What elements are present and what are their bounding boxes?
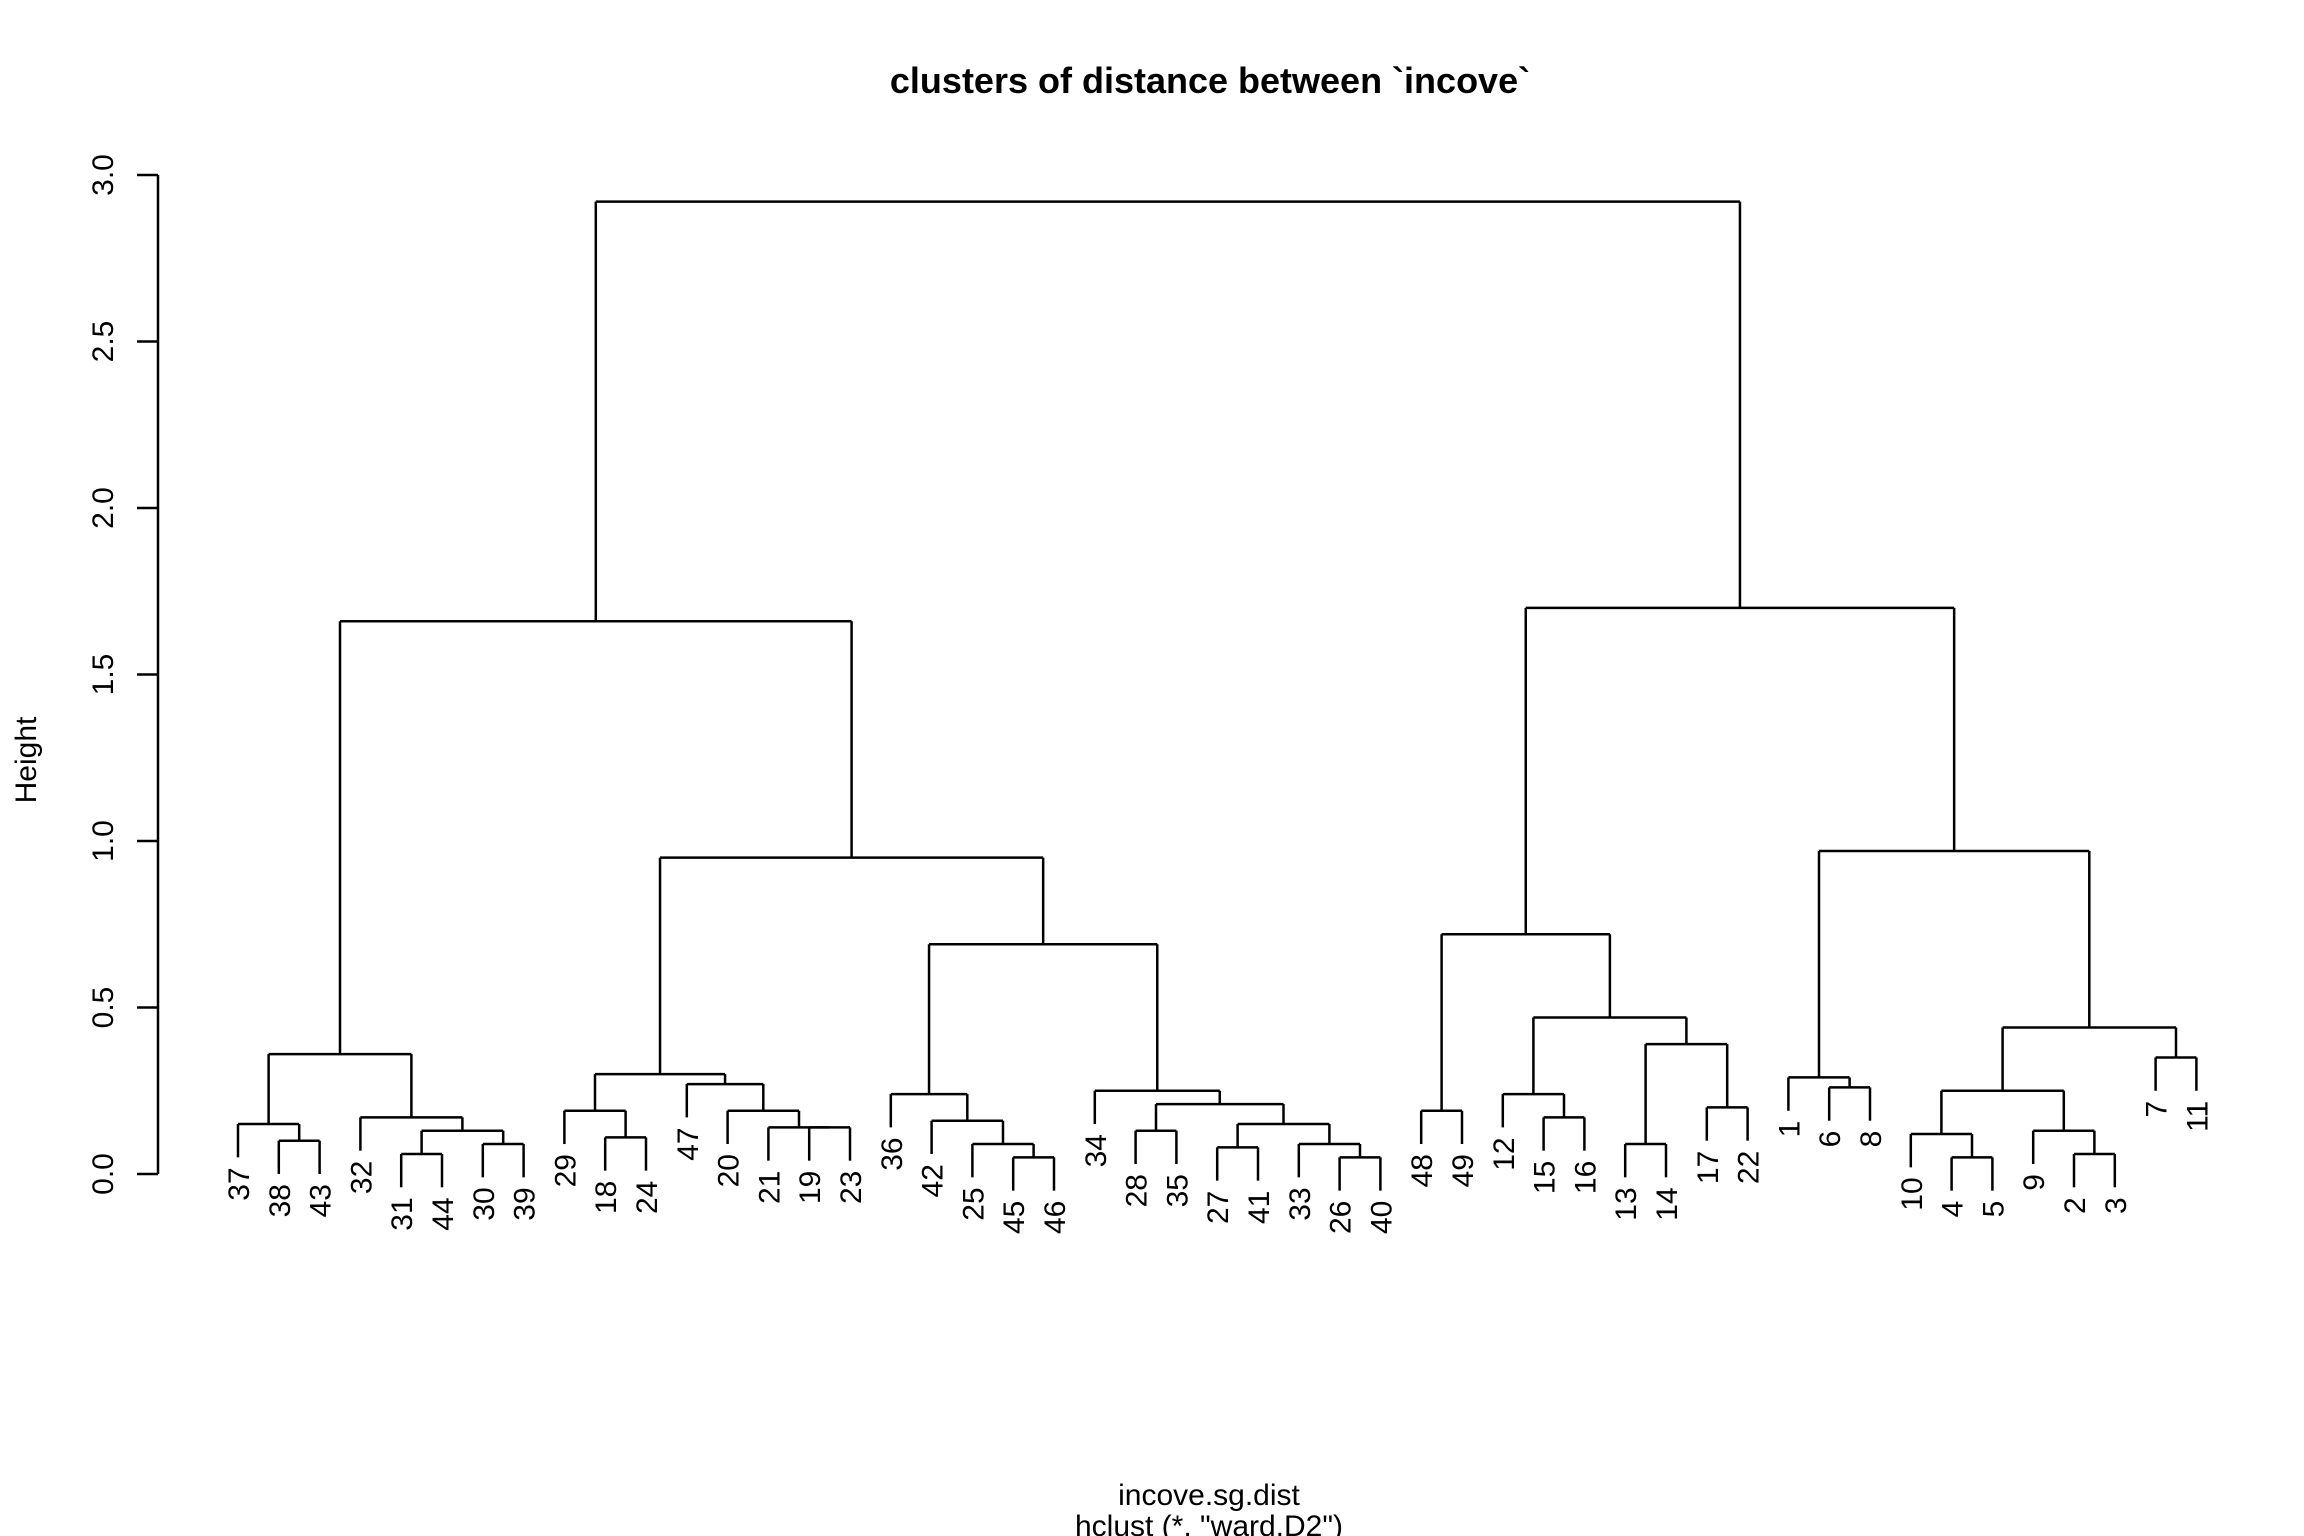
y-tick-label-0: 0.0: [87, 1153, 120, 1195]
leaf-label-41: 41: [1243, 1191, 1276, 1224]
leaf-label-34: 34: [1080, 1134, 1113, 1167]
leaf-label-15: 15: [1529, 1161, 1562, 1194]
leaf-label-14: 14: [1651, 1187, 1684, 1220]
leaf-label-45: 45: [998, 1201, 1031, 1234]
merge-12: [727, 1109, 801, 1128]
leaf-label-32: 32: [345, 1161, 378, 1194]
merge-43: [1940, 1089, 2066, 1135]
leaf-label-11: 11: [2181, 1101, 2214, 1132]
x-axis-label: incove.sg.dist: [1118, 1479, 1300, 1512]
leaf-label-9: 9: [2018, 1174, 2051, 1191]
leaf-label-48: 48: [1406, 1154, 1439, 1187]
leaf-label-1: 1: [1773, 1121, 1806, 1138]
leaf-label-40: 40: [1365, 1201, 1398, 1234]
leaf-label-2: 2: [2059, 1197, 2092, 1214]
merge-34: [1644, 1042, 1729, 1145]
leaf-label-6: 6: [1814, 1131, 1847, 1148]
leaf-label-23: 23: [835, 1171, 868, 1204]
leaf-label-5: 5: [1977, 1201, 2010, 1218]
leaf-label-7: 7: [2141, 1101, 2174, 1118]
merge-31: [1502, 1092, 1566, 1118]
y-tick-label-5: 2.5: [87, 321, 120, 363]
leaf-label-42: 42: [917, 1164, 950, 1197]
merge-28: [338, 619, 853, 1055]
leaf-label-37: 37: [223, 1167, 256, 1200]
merge-47: [1524, 606, 1956, 935]
merge-27: [658, 856, 1045, 1075]
leaf-label-49: 49: [1447, 1154, 1480, 1187]
leaf-label-3: 3: [2100, 1197, 2133, 1214]
merge-9: [564, 1109, 627, 1138]
leaf-label-25: 25: [957, 1187, 990, 1220]
merge-17: [931, 1119, 1005, 1145]
leaf-label-27: 27: [1202, 1191, 1235, 1224]
y-axis-label: Height: [10, 716, 43, 803]
leaf-label-30: 30: [468, 1187, 501, 1220]
leaf-label-39: 39: [509, 1187, 542, 1220]
merge-46: [1817, 849, 2091, 1078]
merge-14: [593, 1072, 727, 1111]
leaf-label-43: 43: [305, 1184, 338, 1217]
leaf-label-20: 20: [713, 1154, 746, 1187]
merge-40: [1910, 1132, 1974, 1158]
merge-13: [686, 1082, 765, 1111]
leaf-label-28: 28: [1121, 1174, 1154, 1207]
merge-7: [267, 1052, 413, 1125]
y-tick-label-6: 3.0: [87, 154, 120, 196]
merge-16: [972, 1142, 1035, 1158]
chart-title: clusters of distance between `incove`: [890, 60, 1530, 101]
leaf-label-13: 13: [1610, 1187, 1643, 1220]
merge-24: [1154, 1102, 1285, 1131]
leaf-label-29: 29: [549, 1154, 582, 1187]
leaf-label-47: 47: [672, 1127, 705, 1160]
y-tick-label-4: 2.0: [87, 487, 120, 529]
leaf-label-17: 17: [1692, 1151, 1725, 1184]
merge-38: [1788, 1076, 1851, 1088]
leaf-label-44: 44: [427, 1197, 460, 1230]
leaf-label-31: 31: [386, 1197, 419, 1230]
merge-22: [1298, 1142, 1362, 1158]
y-tick-label-2: 1.0: [87, 820, 120, 862]
leaf-label-4: 4: [1937, 1201, 1970, 1218]
leaf-label-35: 35: [1161, 1174, 1194, 1207]
merge-48: [594, 200, 1742, 622]
leaf-label-19: 19: [794, 1171, 827, 1204]
leaf-label-33: 33: [1284, 1187, 1317, 1220]
merge-35: [1532, 1016, 1688, 1095]
merge-26: [927, 942, 1159, 1095]
leaf-label-18: 18: [590, 1181, 623, 1214]
leaf-label-10: 10: [1896, 1177, 1929, 1210]
merge-42: [2033, 1129, 2096, 1155]
merge-18: [890, 1092, 969, 1121]
leaf-label-16: 16: [1569, 1161, 1602, 1194]
merge-45: [2001, 1026, 2178, 1091]
leaf-label-26: 26: [1325, 1201, 1358, 1234]
leaf-label-12: 12: [1488, 1137, 1521, 1170]
leaf-label-24: 24: [631, 1181, 664, 1214]
y-tick-label-1: 0.5: [87, 987, 120, 1029]
merge-6: [360, 1116, 464, 1131]
merge-25: [1094, 1089, 1221, 1105]
y-axis: 0.0 0.5 1.0 1.5 2.0 2.5 3.0: [87, 154, 160, 1195]
merge-36: [1440, 932, 1612, 1111]
leaf-label-38: 38: [264, 1184, 297, 1217]
dendrogram-tree: [236, 200, 2198, 1191]
leaf-label-36: 36: [876, 1137, 909, 1170]
leaf-label-21: 21: [753, 1171, 786, 1204]
leaf-label-22: 22: [1733, 1151, 1766, 1184]
method-sublabel: hclust (*, "ward.D2"): [1075, 1510, 1343, 1536]
y-tick-label-3: 1.5: [87, 654, 120, 696]
merge-5: [420, 1129, 505, 1155]
leaf-label-8: 8: [1855, 1131, 1888, 1148]
merge-2: [238, 1122, 301, 1141]
leaf-label-46: 46: [1039, 1201, 1072, 1234]
